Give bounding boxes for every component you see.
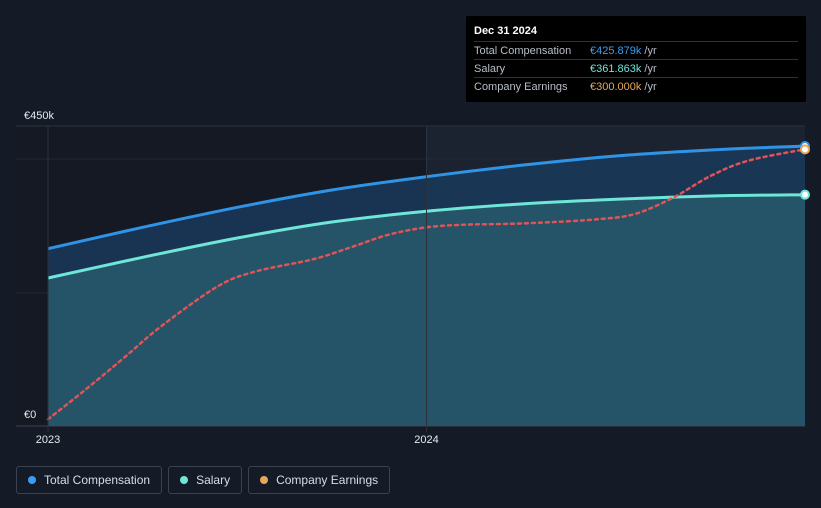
tooltip-unit: /yr bbox=[644, 62, 657, 75]
x-tick-label-2023: 2023 bbox=[36, 434, 60, 446]
legend-item-total-compensation[interactable]: Total Compensation bbox=[16, 466, 163, 494]
tooltip-unit: /yr bbox=[644, 44, 657, 57]
tooltip-label: Salary bbox=[474, 62, 506, 75]
tooltip-value: €425.879k bbox=[590, 44, 642, 57]
tooltip-unit: /yr bbox=[644, 80, 657, 93]
legend-item-company-earnings[interactable]: Company Earnings bbox=[248, 466, 391, 494]
chart-legend: Total Compensation Salary Company Earnin… bbox=[16, 466, 391, 494]
legend-item-salary[interactable]: Salary bbox=[168, 466, 243, 494]
tooltip-value: €300.000k bbox=[590, 80, 642, 93]
tooltip-date: Dec 31 2024 bbox=[474, 25, 537, 37]
legend-label: Salary bbox=[196, 473, 231, 487]
x-axis-ticks: 2023 2024 bbox=[36, 126, 439, 446]
legend-dot-icon bbox=[180, 476, 189, 484]
legend-label: Total Compensation bbox=[44, 473, 151, 487]
tooltip-row-total-compensation: Total Compensation €425.879k /yr bbox=[474, 41, 798, 59]
compensation-chart: €450k €0 2023 2024 bbox=[16, 110, 810, 446]
legend-dot-icon bbox=[260, 476, 269, 484]
y-axis-bottom-label: €0 bbox=[24, 409, 36, 421]
y-axis-top-label: €450k bbox=[24, 110, 54, 122]
legend-label: Company Earnings bbox=[276, 473, 379, 487]
legend-dot-icon bbox=[28, 476, 36, 484]
tooltip-value: €361.863k bbox=[590, 62, 642, 75]
salary-end-marker bbox=[800, 189, 810, 200]
x-tick-label-2024: 2024 bbox=[414, 434, 438, 446]
tooltip-label: Company Earnings bbox=[474, 80, 568, 93]
tooltip-label: Total Compensation bbox=[474, 44, 572, 57]
data-tooltip: Dec 31 2024 Total Compensation €425.879k… bbox=[466, 16, 806, 102]
tooltip-row-salary: Salary €361.863k /yr bbox=[474, 59, 798, 77]
company-earnings-end-marker bbox=[800, 144, 810, 155]
tooltip-row-company-earnings: Company Earnings €300.000k /yr bbox=[474, 77, 798, 95]
